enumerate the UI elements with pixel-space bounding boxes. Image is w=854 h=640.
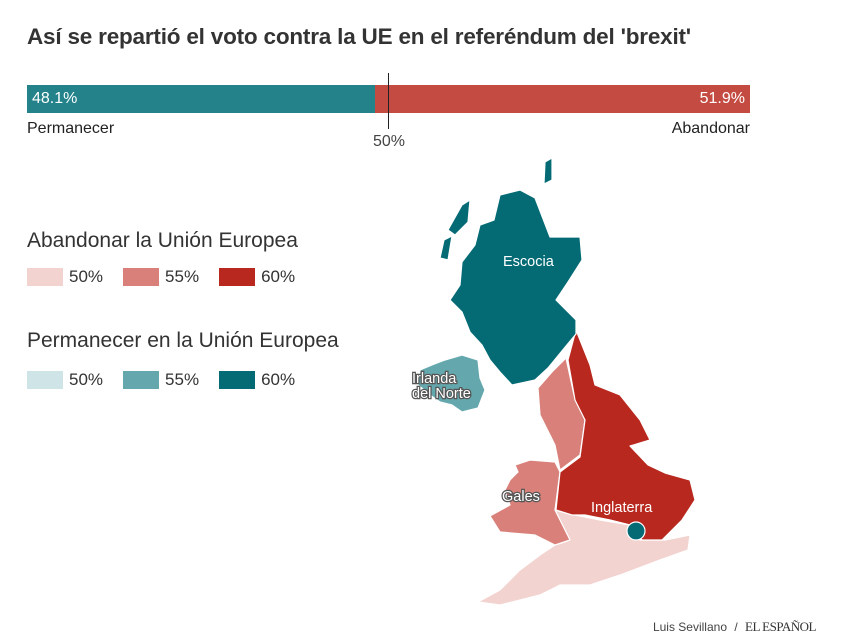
remain-bar-segment: 48.1% <box>27 85 375 113</box>
remain-value: 48.1% <box>32 90 78 107</box>
legend-swatch <box>27 268 63 286</box>
legend-leave: 50% 55% 60% <box>27 267 315 287</box>
leave-value: 51.9% <box>699 90 745 107</box>
legend-item: 50% <box>27 370 103 390</box>
legend-label: 60% <box>261 267 296 286</box>
label-ni-line2: del Norte <box>412 386 471 402</box>
author: Luis Sevillano <box>652 620 727 634</box>
legend-item: 50% <box>27 267 103 287</box>
region-wales <box>489 459 571 546</box>
legend-label: 50% <box>69 370 104 389</box>
credit: Luis Sevillano / EL ESPAÑOL <box>652 619 817 635</box>
legend-label: 55% <box>165 267 200 286</box>
label-ni-line1: Irlanda <box>412 371 457 387</box>
label-wales: Gales <box>502 489 540 505</box>
legend-leave-title: Abandonar la Unión Europea <box>27 229 298 252</box>
legend-swatch <box>219 371 256 389</box>
legend-label: 55% <box>165 370 200 389</box>
region-london <box>626 521 646 541</box>
result-bar: 48.1% 51.9% <box>27 85 750 113</box>
chart-title: Así se repartió el voto contra la UE en … <box>27 24 691 49</box>
legend-swatch <box>123 268 160 286</box>
scotland-islands <box>447 199 471 236</box>
leave-bar-segment: 51.9% <box>374 85 750 113</box>
region-england <box>555 329 696 541</box>
publisher-logo: EL ESPAÑOL <box>745 619 816 634</box>
shetland-islands <box>543 157 553 185</box>
region-scotland <box>449 189 583 386</box>
leave-label: Abandonar <box>671 120 750 137</box>
legend-item: 55% <box>123 370 199 390</box>
legend-swatch <box>219 268 256 286</box>
legend-label: 60% <box>261 370 296 389</box>
midpoint-label: 50% <box>373 133 406 150</box>
scotland-islands <box>439 235 453 261</box>
label-england: Inglaterra <box>591 500 653 516</box>
legend-label: 50% <box>69 267 104 286</box>
legend-swatch <box>27 371 63 389</box>
legend-item: 60% <box>219 267 295 287</box>
label-scotland: Escocia <box>503 254 555 270</box>
remain-label: Permanecer <box>27 120 115 137</box>
legend-swatch <box>123 371 160 389</box>
legend-item: 60% <box>219 370 295 390</box>
region-northern-ireland <box>417 354 486 413</box>
separator: / <box>734 620 738 634</box>
legend-item: 55% <box>123 267 199 287</box>
legend-remain: 50% 55% 60% <box>27 370 315 390</box>
legend-remain-title: Permanecer en la Unión Europea <box>27 329 339 352</box>
midpoint-line <box>388 73 389 129</box>
